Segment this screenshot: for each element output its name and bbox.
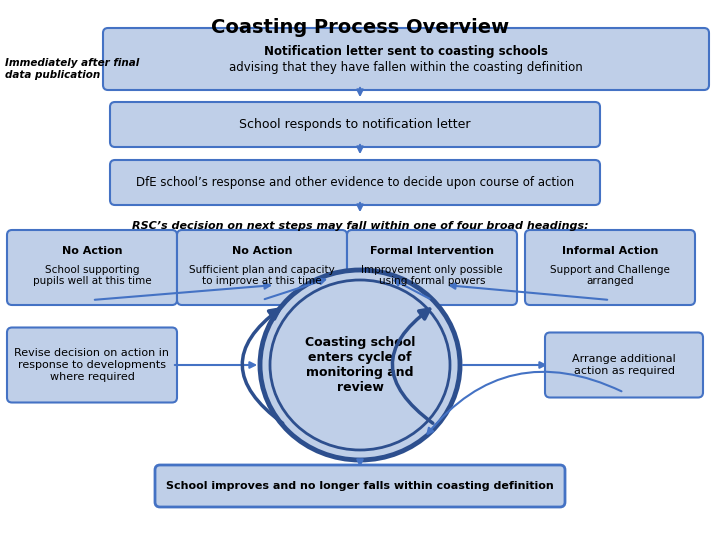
Text: Informal Action: Informal Action — [562, 246, 658, 256]
Text: advising that they have fallen within the coasting definition: advising that they have fallen within th… — [229, 60, 583, 73]
Text: No Action: No Action — [62, 246, 122, 256]
Text: Support and Challenge
arranged: Support and Challenge arranged — [550, 265, 670, 286]
Text: School improves and no longer falls within coasting definition: School improves and no longer falls with… — [166, 481, 554, 491]
Ellipse shape — [260, 270, 460, 460]
Text: Formal Intervention: Formal Intervention — [370, 246, 494, 256]
Text: RSC’s decision on next steps may fall within one of four broad headings:: RSC’s decision on next steps may fall wi… — [132, 221, 588, 231]
FancyBboxPatch shape — [525, 230, 695, 305]
Text: No Action: No Action — [232, 246, 292, 256]
FancyBboxPatch shape — [155, 465, 565, 507]
FancyBboxPatch shape — [545, 333, 703, 397]
Text: Coasting school
enters cycle of
monitoring and
review: Coasting school enters cycle of monitori… — [305, 336, 415, 394]
Text: School responds to notification letter: School responds to notification letter — [239, 118, 471, 131]
FancyBboxPatch shape — [347, 230, 517, 305]
Text: Arrange additional
action as required: Arrange additional action as required — [572, 354, 676, 376]
FancyBboxPatch shape — [177, 230, 347, 305]
Text: Improvement only possible
using formal powers: Improvement only possible using formal p… — [361, 265, 503, 286]
Text: Immediately after final
data publication: Immediately after final data publication — [5, 58, 139, 79]
Text: DfE school’s response and other evidence to decide upon course of action: DfE school’s response and other evidence… — [136, 176, 574, 189]
Text: Coasting Process Overview: Coasting Process Overview — [211, 18, 509, 37]
FancyBboxPatch shape — [7, 230, 177, 305]
Text: Notification letter sent to coasting schools: Notification letter sent to coasting sch… — [264, 45, 548, 58]
FancyBboxPatch shape — [7, 327, 177, 402]
Text: School supporting
pupils well at this time: School supporting pupils well at this ti… — [32, 265, 151, 286]
Text: Revise decision on action in
response to developments
where required: Revise decision on action in response to… — [14, 348, 169, 382]
Text: Sufficient plan and capacity
to improve at this time: Sufficient plan and capacity to improve … — [189, 265, 335, 286]
FancyBboxPatch shape — [110, 160, 600, 205]
FancyBboxPatch shape — [103, 28, 709, 90]
FancyBboxPatch shape — [110, 102, 600, 147]
Ellipse shape — [270, 280, 450, 450]
